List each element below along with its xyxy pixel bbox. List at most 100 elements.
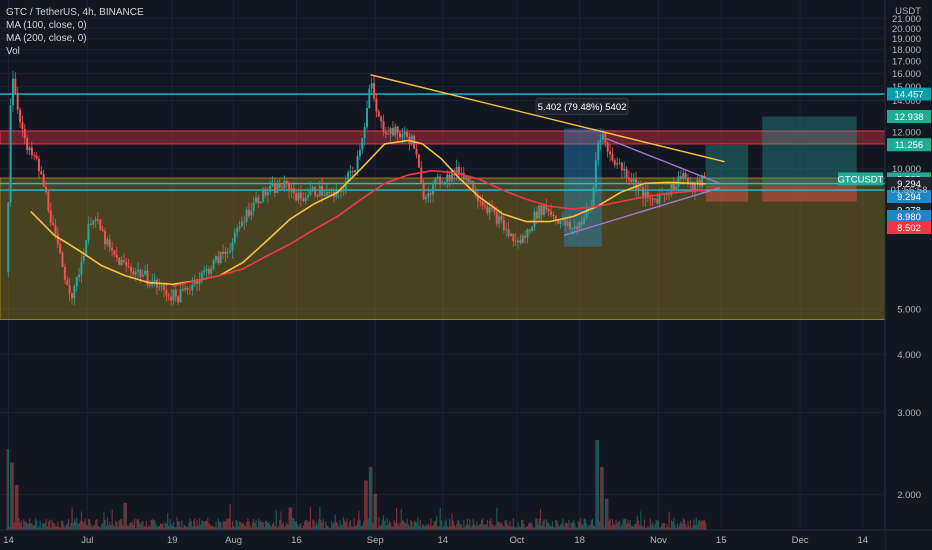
legend-ma200[interactable]: MA (200, close, 0) (6, 33, 87, 44)
volume-bar (679, 524, 681, 530)
long-position-2-stop[interactable] (762, 185, 857, 202)
candle-body (73, 286, 76, 299)
volume-bar (156, 526, 158, 530)
resistance-zone[interactable] (0, 130, 886, 145)
price-tag-bg (887, 87, 931, 101)
x-tick-label: Oct (509, 535, 524, 546)
volume-bar (492, 525, 494, 530)
volume-bar (26, 523, 28, 530)
volume-bar (597, 440, 599, 530)
x-tick-label: 16 (291, 535, 302, 546)
candle-body (35, 155, 38, 159)
support-zone[interactable] (0, 177, 886, 320)
volume-bar (7, 449, 9, 530)
volume-bar (680, 521, 682, 530)
price-tag-bg (887, 110, 931, 124)
volume-bar (621, 523, 623, 530)
volume-bar (536, 518, 538, 530)
volume-bar (241, 523, 243, 530)
volume-bar (163, 527, 165, 530)
volume-bar (298, 526, 300, 530)
volume-bar (639, 525, 641, 530)
candle-body (625, 168, 628, 178)
long-position-1-stop[interactable] (705, 185, 749, 202)
volume-bar (336, 523, 339, 530)
volume-bar (33, 525, 35, 530)
volume-bar (184, 525, 186, 530)
volume-bar (224, 521, 227, 530)
volume-bar (681, 524, 683, 530)
volume-bar (417, 517, 419, 530)
volume-bar (129, 523, 131, 530)
volume-bar (690, 527, 693, 530)
candle-body (252, 202, 255, 211)
legend-vol[interactable]: Vol (6, 46, 20, 57)
candle-body (11, 78, 14, 106)
volume-bar (230, 527, 232, 530)
volume-bar (377, 527, 379, 530)
volume-bar (702, 520, 704, 530)
candle-body (557, 220, 560, 224)
volume-bar (155, 523, 157, 530)
candle-body (420, 167, 423, 184)
candle-body (342, 189, 345, 192)
volume-bar (149, 526, 151, 530)
long-position-1-target[interactable] (705, 144, 749, 186)
candle-body (340, 190, 343, 192)
candle-body (207, 268, 210, 274)
volume-bar (121, 519, 123, 530)
candle-body (441, 182, 444, 184)
volume-bar (109, 521, 111, 530)
candle-body (585, 209, 588, 218)
descending-trendline[interactable] (370, 74, 725, 163)
volume-bar (255, 520, 257, 530)
volume-bar (367, 518, 369, 530)
volume-bar (412, 526, 414, 530)
volume-bar (27, 523, 30, 530)
volume-bar (322, 518, 325, 530)
candle-body (399, 132, 402, 138)
volume-bar (447, 527, 450, 530)
volume-bar (319, 506, 321, 530)
volume-bar (395, 508, 398, 530)
volume-bar (290, 507, 293, 530)
volume-bar (682, 518, 684, 530)
candle-body (450, 170, 453, 181)
volume-bar (403, 520, 405, 530)
candle-body (483, 205, 486, 207)
candle-body (47, 192, 50, 211)
ma200-line[interactable] (172, 169, 706, 287)
volume-bar (357, 520, 359, 530)
volume-bar (267, 522, 269, 530)
wedge-upper[interactable] (606, 137, 721, 185)
volume-bar (10, 462, 12, 530)
candle-body (630, 179, 633, 182)
volume-bar (388, 521, 391, 530)
volume-bar (633, 526, 635, 530)
volume-bar (231, 521, 234, 530)
wedge-lower[interactable] (563, 187, 721, 236)
legend-ma100[interactable]: MA (100, close, 0) (6, 20, 87, 31)
price-tag: 8.980 (897, 212, 921, 223)
volume-bar (12, 462, 14, 530)
volume-bar (58, 526, 60, 530)
volume-bar (610, 526, 612, 530)
volume-bar (385, 525, 387, 530)
volume-bar (99, 527, 101, 530)
volume-bar (243, 525, 245, 530)
volume-bar (176, 516, 178, 530)
volume-bar (325, 521, 327, 530)
volume-bar (8, 527, 11, 530)
volume-bar (439, 507, 441, 530)
volume-bar (669, 527, 671, 530)
volume-bar (420, 527, 422, 530)
candle-body (396, 126, 399, 133)
candle-body (583, 217, 586, 225)
volume-bar (47, 521, 50, 530)
time-axis[interactable] (0, 530, 885, 550)
volume-bar (171, 526, 173, 530)
volume-bar (45, 519, 47, 530)
volume-bar (38, 525, 40, 530)
legend-symbol[interactable]: GTC / TetherUS, 4h, BINANCE (6, 7, 144, 18)
